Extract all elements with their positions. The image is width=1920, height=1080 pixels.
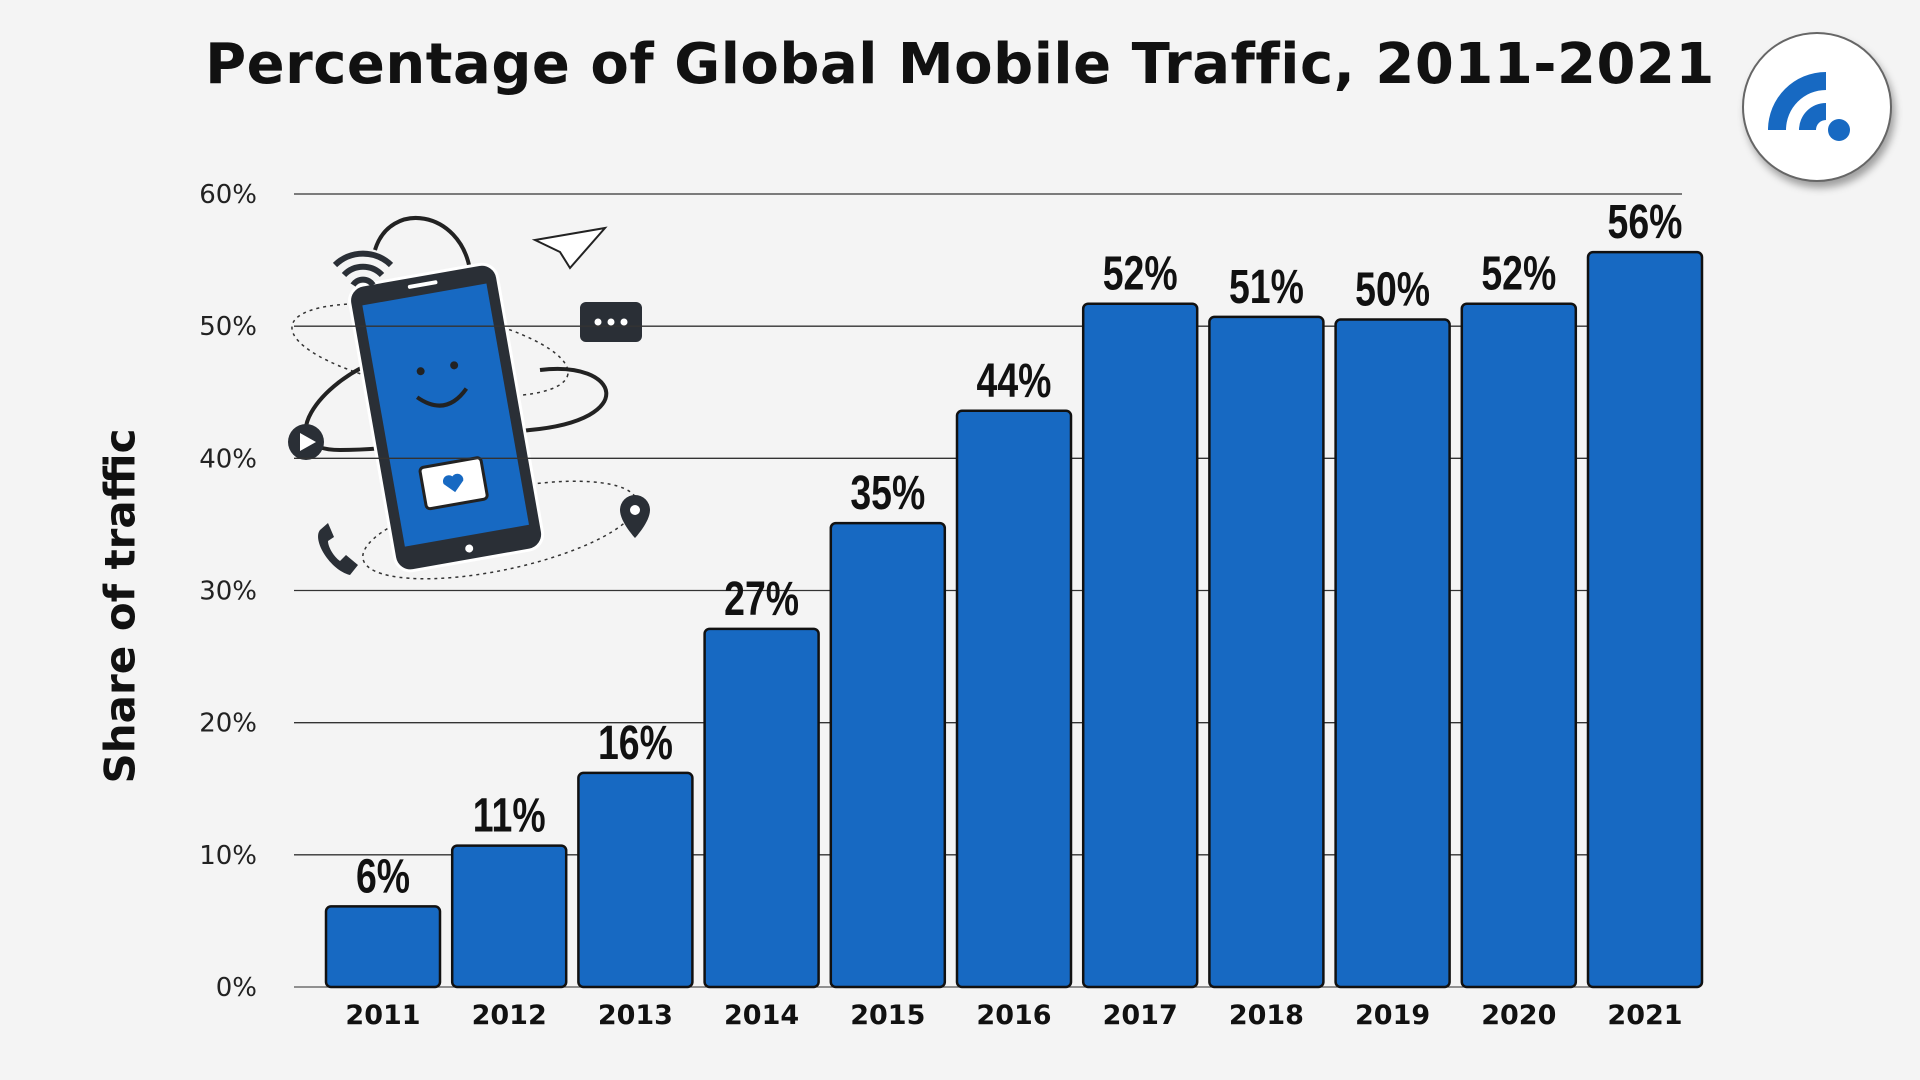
- x-tick-label: 2011: [345, 1000, 420, 1031]
- y-tick-label: 60%: [199, 180, 257, 210]
- logo: [1742, 32, 1892, 182]
- smartphone-icon: [288, 215, 650, 580]
- data-label: 56%: [1608, 196, 1683, 250]
- x-tick-label: 2012: [472, 1000, 547, 1031]
- x-tick-label: 2013: [598, 1000, 673, 1031]
- signal-broadcast-icon: [1768, 72, 1850, 141]
- bar: [1586, 250, 1704, 989]
- x-tick-label: 2015: [850, 1000, 925, 1031]
- bar: [1208, 315, 1325, 989]
- y-tick-label: 40%: [199, 444, 257, 474]
- x-tick-label: 2019: [1355, 1000, 1430, 1031]
- y-tick-label: 20%: [199, 709, 257, 739]
- bar: [1460, 302, 1578, 989]
- bar: [1334, 318, 1451, 989]
- y-tick-label: 50%: [199, 312, 257, 342]
- data-label: 50%: [1355, 263, 1430, 317]
- data-label: 51%: [1229, 261, 1304, 315]
- x-tick-label: 2014: [724, 1000, 799, 1031]
- data-label: 11%: [473, 789, 546, 843]
- bar: [577, 771, 694, 989]
- data-label: 6%: [356, 850, 410, 904]
- data-label: 52%: [1103, 247, 1178, 301]
- x-tick-label: 2018: [1229, 1000, 1304, 1031]
- bar: [1081, 302, 1199, 989]
- data-label: 35%: [850, 467, 925, 521]
- y-tick-label: 0%: [216, 973, 257, 1003]
- x-tick-label: 2017: [1103, 1000, 1178, 1031]
- data-label: 27%: [724, 572, 799, 626]
- chart-title: Percentage of Global Mobile Traffic, 201…: [205, 32, 1715, 97]
- bar: [829, 521, 947, 989]
- y-tick-label: 30%: [199, 577, 257, 607]
- bar: [450, 844, 568, 989]
- data-label: 44%: [977, 354, 1052, 408]
- data-label: 52%: [1481, 247, 1556, 301]
- bar: [703, 627, 820, 989]
- data-label: 16%: [598, 717, 673, 771]
- bar: [324, 905, 442, 989]
- x-tick-label: 2016: [976, 1000, 1051, 1031]
- y-tick-label: 10%: [199, 841, 257, 871]
- x-tick-label: 2020: [1481, 1000, 1556, 1031]
- x-tick-label: 2021: [1607, 1000, 1682, 1031]
- bar: [955, 409, 1073, 989]
